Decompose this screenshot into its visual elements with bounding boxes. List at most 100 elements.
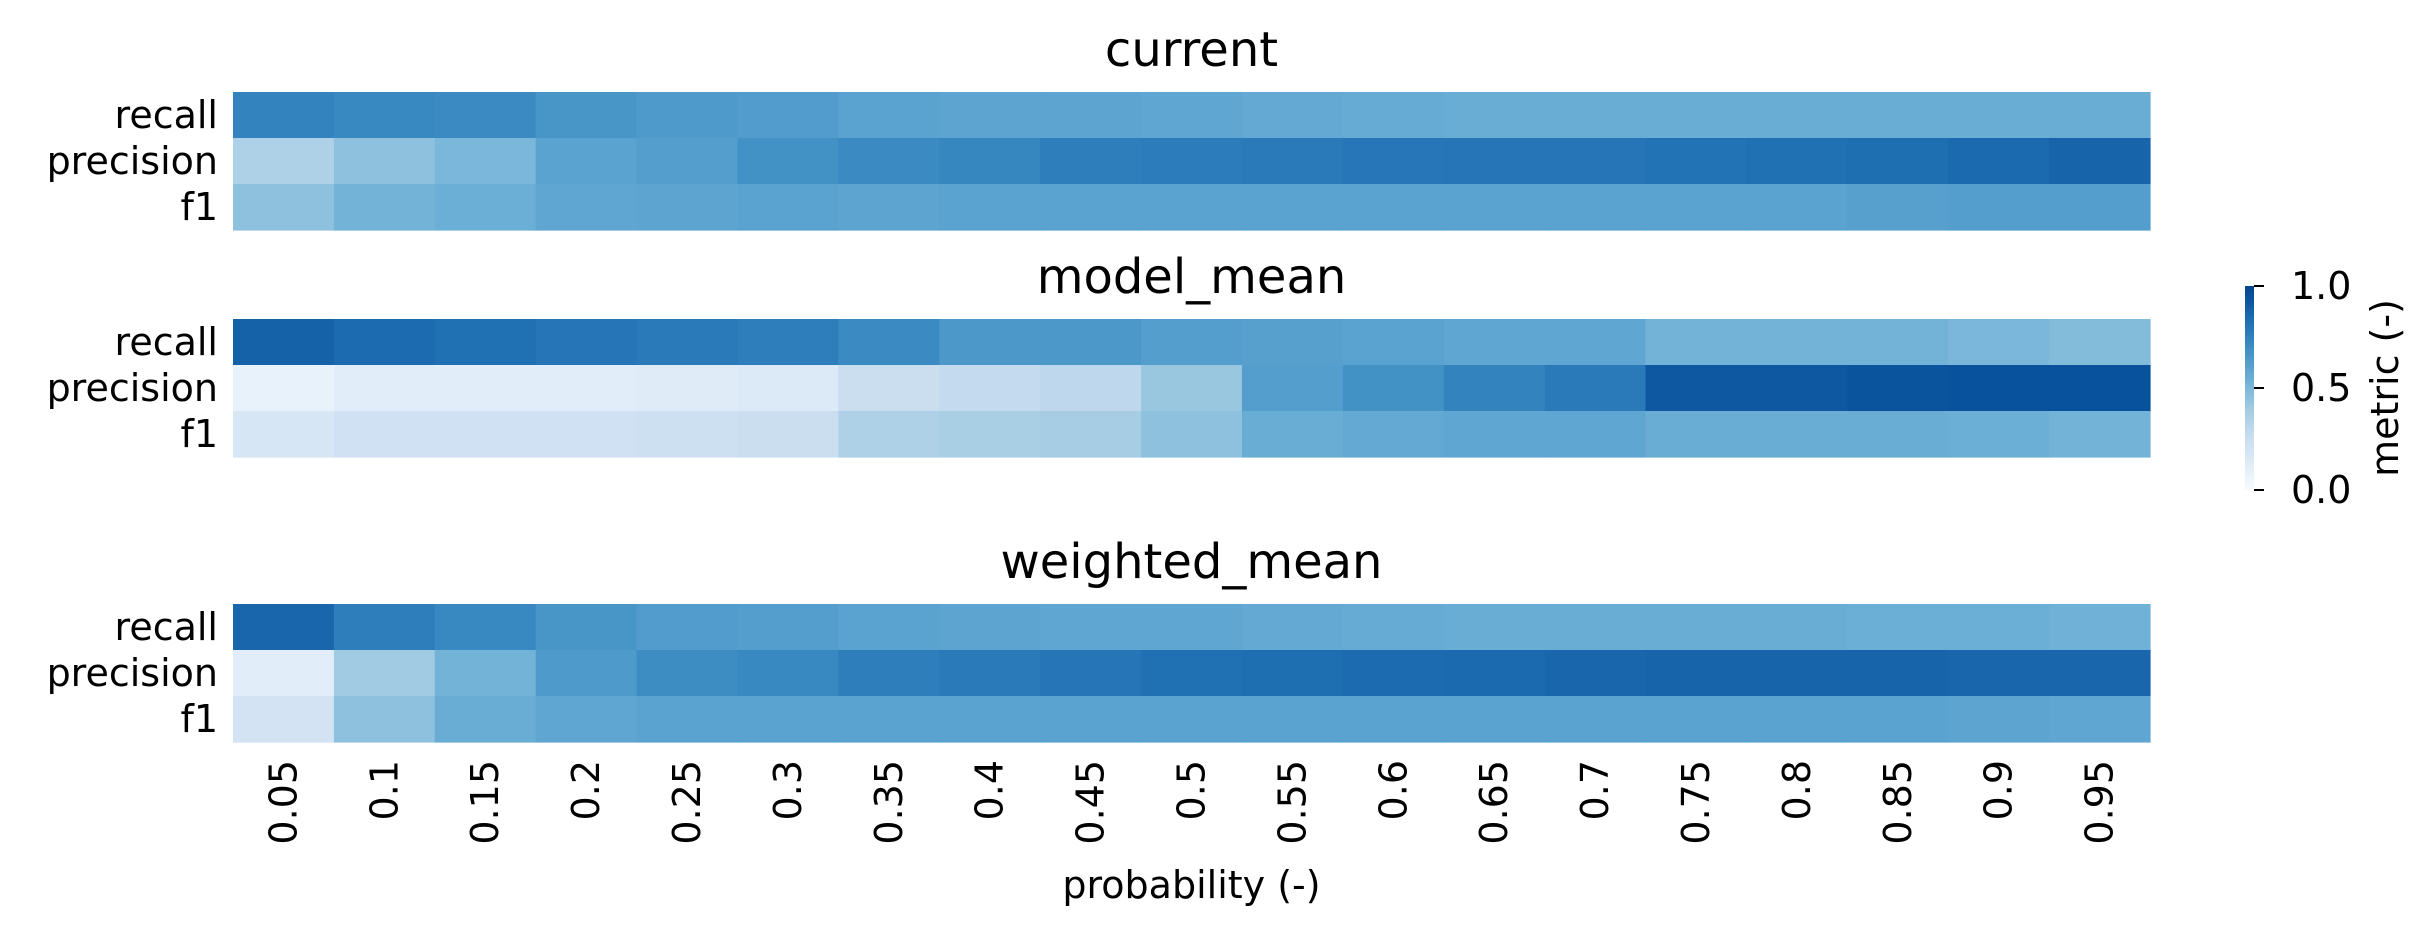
heatmap-cell — [1948, 138, 2050, 185]
row-label-f1: f1 — [180, 412, 218, 456]
heatmap-cell — [1948, 365, 2050, 412]
heatmap-cell — [1342, 604, 1445, 651]
heatmap-cell — [1141, 138, 1243, 185]
heatmap-cell — [1948, 650, 2050, 697]
heatmap-cell — [434, 365, 537, 412]
x-tick-label: 0.55 — [1270, 760, 1314, 845]
heatmap-cell — [1847, 604, 1949, 651]
heatmap-cell — [1645, 319, 1748, 366]
heatmap-cell — [1241, 604, 1344, 651]
heatmap-cell — [1141, 411, 1243, 458]
x-tick-label: 0.75 — [1674, 760, 1718, 845]
heatmap-cell — [535, 365, 638, 412]
heatmap-cell — [939, 696, 1041, 743]
heatmap-cell — [1746, 650, 1848, 697]
heatmap-cell — [1241, 365, 1344, 412]
heatmap-cell — [2049, 650, 2151, 697]
x-tick-label: 0.85 — [1876, 760, 1920, 845]
panel-title: current — [1105, 22, 1278, 78]
colorbar-tick-label: 0.0 — [2291, 468, 2351, 512]
heatmap-cell — [737, 184, 839, 231]
heatmap-cell — [1847, 319, 1949, 366]
heatmap-cell — [1040, 184, 1142, 231]
row-label-f1: f1 — [180, 185, 218, 229]
heatmap-cell — [535, 92, 638, 139]
heatmap-panels: currentrecallprecisionf1model_meanrecall… — [47, 22, 2151, 743]
heatmap-cell — [233, 184, 335, 231]
heatmap-cell — [1645, 604, 1748, 651]
colorbar-tick-label: 1.0 — [2291, 264, 2351, 308]
heatmap-cell — [233, 138, 335, 185]
heatmap-cell — [1141, 365, 1243, 412]
heatmap-cell — [737, 92, 839, 139]
heatmap-cell — [1443, 650, 1546, 697]
heatmap-cell — [1241, 696, 1344, 743]
heatmap-cell — [1948, 319, 2050, 366]
heatmap-cell — [2049, 696, 2151, 743]
heatmap-cell — [535, 411, 638, 458]
x-tick-label: 0.6 — [1371, 760, 1415, 820]
heatmap-cell — [1847, 696, 1949, 743]
heatmap-cell — [1443, 604, 1546, 651]
heatmap-cell — [1645, 92, 1748, 139]
heatmap-cell — [2049, 604, 2151, 651]
heatmap-cell — [535, 138, 638, 185]
heatmap-cell — [1948, 696, 2050, 743]
heatmap-cell — [2049, 92, 2151, 139]
heatmap-cell — [939, 365, 1041, 412]
heatmap-cell — [737, 696, 839, 743]
heatmap-cell — [434, 184, 537, 231]
heatmap-cell — [233, 319, 335, 366]
heatmap-cell — [1342, 184, 1445, 231]
row-label-recall: recall — [115, 93, 218, 137]
x-tick-label: 0.15 — [463, 760, 507, 845]
heatmap-cell — [1141, 319, 1243, 366]
heatmap-cell — [737, 138, 839, 185]
heatmap-cell — [233, 650, 335, 697]
heatmap-cell — [1847, 138, 1949, 185]
heatmap-cell — [737, 365, 839, 412]
heatmap-cell — [1443, 319, 1546, 366]
heatmap-cell — [1443, 411, 1546, 458]
heatmap-cell — [333, 319, 436, 366]
heatmap-cell — [939, 411, 1041, 458]
heatmap-cell — [434, 92, 537, 139]
heatmap-cell — [838, 138, 940, 185]
heatmap-cell — [1746, 696, 1848, 743]
heatmap-cell — [1342, 319, 1445, 366]
heatmap-cell — [1443, 365, 1546, 412]
heatmap-cell — [636, 138, 739, 185]
heatmap-cell — [1645, 411, 1748, 458]
colorbar-label: metric (-) — [2363, 299, 2407, 477]
heatmap-cell — [838, 184, 940, 231]
heatmap-cell — [535, 319, 638, 366]
x-tick-label: 0.45 — [1069, 760, 1113, 845]
heatmap-cell — [1847, 650, 1949, 697]
row-label-precision: precision — [47, 651, 218, 695]
panel-title: weighted_mean — [1001, 534, 1383, 590]
heatmap-cell — [1040, 138, 1142, 185]
x-tick-label: 0.3 — [766, 760, 810, 820]
heatmap-cell — [1241, 138, 1344, 185]
heatmap-cell — [939, 319, 1041, 366]
heatmap-cell — [1544, 650, 1647, 697]
x-tick-label: 0.1 — [362, 760, 406, 820]
heatmap-cell — [233, 92, 335, 139]
heatmap-cell — [535, 696, 638, 743]
heatmap-cell — [636, 365, 739, 412]
x-tick-label: 0.4 — [968, 760, 1012, 820]
heatmap-cell — [2049, 319, 2151, 366]
row-label-recall: recall — [115, 320, 218, 364]
row-label-precision: precision — [47, 366, 218, 410]
heatmap-cell — [636, 92, 739, 139]
heatmap-cell — [838, 411, 940, 458]
heatmap-cell — [1040, 319, 1142, 366]
heatmap-cell — [233, 411, 335, 458]
heatmap-cell — [1342, 411, 1445, 458]
heatmap-cell — [1746, 184, 1848, 231]
x-tick-label: 0.25 — [665, 760, 709, 845]
heatmap-cell — [1241, 184, 1344, 231]
